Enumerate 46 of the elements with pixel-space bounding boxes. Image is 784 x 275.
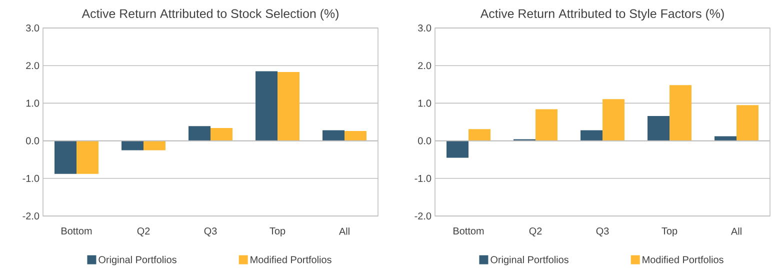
- y-tick-label: -2.0: [414, 212, 432, 220]
- x-tick-label: Q3: [204, 228, 217, 236]
- bar: [468, 129, 491, 141]
- y-tick-label: 1.0: [26, 100, 40, 107]
- legend-label: Modified Portfolios: [642, 256, 724, 264]
- y-tick-label: 3.0: [418, 24, 432, 32]
- bar: [580, 130, 603, 141]
- bar: [670, 85, 692, 141]
- x-tick-label: Bottom: [62, 228, 92, 234]
- bar: [736, 105, 759, 141]
- y-tick-label: 1.0: [418, 100, 432, 107]
- legend-label: Modified Portfolios: [250, 256, 332, 264]
- x-tick-label: Top: [662, 228, 678, 236]
- bar: [648, 116, 670, 141]
- y-tick-label: -1.0: [22, 174, 40, 182]
- bar: [210, 128, 233, 141]
- x-tick-label: Q2: [137, 228, 150, 236]
- y-tick-label: 0.0: [26, 137, 40, 144]
- legend-label: Original Portfolios: [490, 256, 568, 266]
- bar: [536, 109, 558, 141]
- chart-title: Active Return Attributed to Stock Selection (%): [82, 8, 338, 21]
- y-tick-label: -2.0: [22, 212, 40, 220]
- x-tick-label: All: [730, 228, 742, 235]
- bar: [322, 130, 345, 141]
- bar: [54, 140, 77, 174]
- x-tick-label: Bottom: [454, 228, 484, 234]
- y-tick-label: 2.0: [26, 62, 40, 70]
- bar: [344, 131, 367, 141]
- bar: [188, 126, 211, 141]
- y-tick-label: 3.0: [26, 24, 40, 32]
- bar: [446, 140, 469, 158]
- bar: [144, 140, 166, 150]
- legend-label: Original Portfolios: [98, 256, 176, 266]
- x-tick-label: Top: [270, 228, 286, 236]
- bar: [76, 140, 99, 174]
- x-tick-label: All: [338, 228, 350, 235]
- x-tick-label: Q3: [596, 228, 609, 236]
- x-tick-label: Q2: [529, 228, 542, 236]
- bar: [122, 140, 144, 150]
- bar: [278, 72, 300, 141]
- bar: [602, 99, 625, 141]
- y-tick-label: 0.0: [418, 137, 432, 144]
- y-tick-label: -1.0: [414, 174, 432, 182]
- chart-title: Active Return Attributed to Style Factors (%): [480, 8, 724, 20]
- bar: [256, 71, 278, 141]
- y-tick-label: 2.0: [418, 62, 432, 70]
